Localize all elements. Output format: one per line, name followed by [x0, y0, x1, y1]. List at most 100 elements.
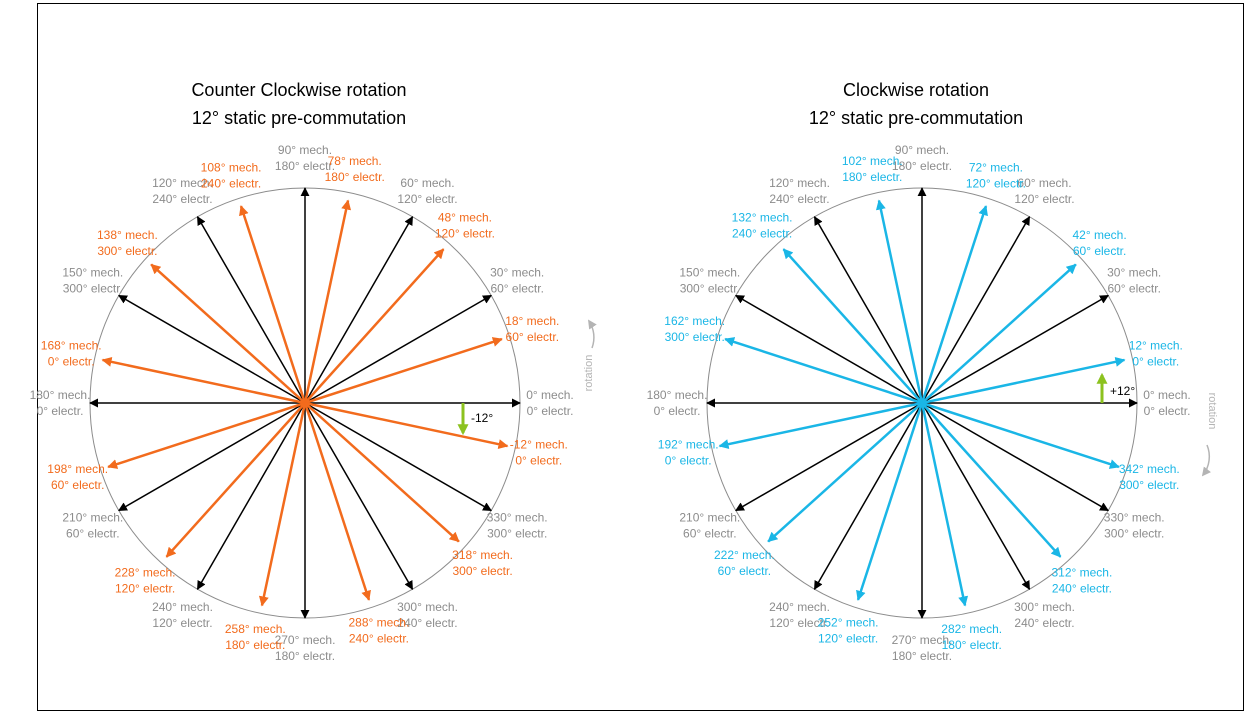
rotation-arrow — [588, 319, 597, 349]
static-vector-label: 330° mech. 300° electr. — [1104, 511, 1165, 541]
offset-label: -12° — [471, 411, 493, 425]
vector-label-line: 120° electr. — [435, 226, 495, 240]
vector-label-line: 180° electr. — [842, 170, 902, 184]
vector-label-line: 312° mech. — [1051, 566, 1112, 580]
rotation-label: rotation — [583, 355, 595, 392]
vector-label-line: 240° mech. — [769, 600, 830, 614]
vector-label-line: 342° mech. — [1119, 462, 1180, 476]
vector-label-line: 318° mech. — [452, 548, 513, 562]
static-vector-label: 60° mech. 120° electr. — [397, 176, 457, 206]
shifted-vector-label: 18° mech. 60° electr. — [505, 314, 559, 344]
vector-label-line: 180° mech. — [647, 388, 708, 402]
vector-label-line: 240° electr. — [397, 616, 457, 630]
vector-label-line: 60° electr. — [51, 478, 105, 492]
vector-label-line: 300° mech. — [397, 600, 458, 614]
vector-label-line: 90° mech. — [278, 143, 332, 157]
static-vector-label: 150° mech. 300° electr. — [679, 266, 740, 296]
rotation-arrow — [1201, 444, 1211, 477]
shifted-vector-arrow — [304, 402, 460, 543]
cw-diagram: Clockwise rotation 12° static pre-commuta… — [647, 80, 1218, 663]
vector-label-line: 60° electr. — [1107, 282, 1161, 296]
vector-label-line: 60° electr. — [683, 527, 737, 541]
shifted-vector-arrow — [920, 402, 969, 607]
shifted-vector-arrow — [921, 356, 1126, 405]
diagram-title: Clockwise rotation — [843, 80, 989, 100]
shifted-vector-label: 138° mech. 300° electr. — [97, 228, 158, 258]
shifted-vector-label: -12° mech. 0° electr. — [510, 438, 568, 468]
shifted-vector-arrow — [875, 199, 924, 404]
vector-label-line: 90° mech. — [895, 143, 949, 157]
vector-label-line: 120° electr. — [397, 192, 457, 206]
vector-label-line: 0° electr. — [515, 454, 562, 468]
vector-label-line: 198° mech. — [47, 462, 108, 476]
shifted-vector-arrow — [304, 401, 509, 450]
shifted-vector-arrow — [782, 248, 923, 404]
shifted-vector-label: 222° mech. 60° electr. — [714, 548, 775, 578]
shifted-vector-arrow — [724, 337, 923, 405]
vector-label-line: 42° mech. — [1073, 228, 1127, 242]
shifted-vector-arrow — [304, 337, 503, 405]
static-vector-arrow — [735, 402, 923, 512]
static-vector-label: 240° mech. 120° electr. — [769, 600, 830, 630]
static-vector-arrow — [813, 402, 923, 590]
shifted-vector-arrow — [304, 248, 445, 404]
vector-label-line: 228° mech. — [115, 566, 176, 580]
vector-label-line: 120° electr. — [152, 616, 212, 630]
diagram-title: Counter Clockwise rotation — [191, 80, 406, 100]
vector-label-line: 120° electr. — [1014, 192, 1074, 206]
shifted-vector-label: 78° mech. 180° electr. — [325, 154, 385, 184]
vector-label-line: 300° electr. — [1104, 527, 1164, 541]
static-vector-arrow — [921, 216, 1031, 404]
static-vector-arrow — [196, 402, 306, 590]
shifted-vector-arrow — [101, 356, 306, 405]
vector-label-line: 180° electr. — [275, 649, 335, 663]
shifted-vector-arrow — [150, 263, 306, 404]
vector-label-line: 120° mech. — [769, 176, 830, 190]
vector-label-line: 30° mech. — [1107, 266, 1161, 280]
static-vector-label: 0° mech. 0° electr. — [1143, 388, 1190, 418]
vector-label-line: 120° electr. — [818, 631, 878, 645]
static-vector-label: 300° mech. 240° electr. — [397, 600, 458, 630]
shifted-vector-arrow — [303, 199, 352, 404]
vector-label-line: -12° mech. — [510, 438, 568, 452]
shifted-vector-arrow — [165, 402, 306, 558]
static-vector-label: 300° mech. 240° electr. — [1014, 600, 1075, 630]
rotation-label: rotation — [1206, 393, 1218, 430]
shifted-vector-label: 168° mech. 0° electr. — [41, 338, 102, 368]
vector-label-line: 240° electr. — [201, 177, 261, 191]
figure-frame — [37, 3, 1244, 711]
vector-label-line: 48° mech. — [438, 210, 492, 224]
vector-label-line: 60° electr. — [490, 282, 544, 296]
static-vector-label: 90° mech. 180° electr. — [275, 143, 335, 173]
shifted-vector-arrow — [107, 401, 306, 469]
vector-label-line: 0° electr. — [37, 404, 84, 418]
vector-label-line: 300° electr. — [63, 282, 123, 296]
static-vector-label: 210° mech. 60° electr. — [62, 511, 123, 541]
vector-label-line: 60° electr. — [1073, 244, 1127, 258]
vector-label-line: 270° mech. — [275, 633, 336, 647]
vector-label-line: 240° electr. — [349, 631, 409, 645]
vector-label-line: 60° electr. — [506, 330, 560, 344]
vector-label-line: 300° mech. — [1014, 600, 1075, 614]
static-vector-label: 150° mech. 300° electr. — [62, 266, 123, 296]
shifted-vector-label: 12° mech. 0° electr. — [1129, 338, 1183, 368]
shifted-vector-label: 102° mech. 180° electr. — [842, 154, 903, 184]
diagram-subtitle: 12° static pre-commutation — [192, 108, 406, 128]
vector-label-line: 258° mech. — [225, 622, 286, 636]
vector-label-line: 180° electr. — [225, 638, 285, 652]
static-vector-arrow — [196, 216, 306, 404]
vector-label-line: 150° mech. — [62, 266, 123, 280]
shifted-vector-label: 228° mech. 120° electr. — [115, 566, 176, 596]
vector-label-line: 300° electr. — [453, 564, 513, 578]
shifted-vector-arrow — [239, 205, 307, 404]
shifted-vector-label: 192° mech. 0° electr. — [658, 438, 719, 468]
vector-label-line: 60° mech. — [400, 176, 454, 190]
shifted-vector-label: 198° mech. 60° electr. — [47, 462, 108, 492]
shifted-vector-label: 132° mech. 240° electr. — [732, 210, 793, 240]
static-vector-label: 30° mech. 60° electr. — [1107, 266, 1161, 296]
shifted-vector-label: 318° mech. 300° electr. — [452, 548, 513, 578]
static-vector-arrow — [118, 402, 306, 512]
shifted-vector-label: 42° mech. 60° electr. — [1073, 228, 1127, 258]
vector-label-line: 120° electr. — [966, 177, 1026, 191]
vector-label-line: 240° electr. — [769, 192, 829, 206]
